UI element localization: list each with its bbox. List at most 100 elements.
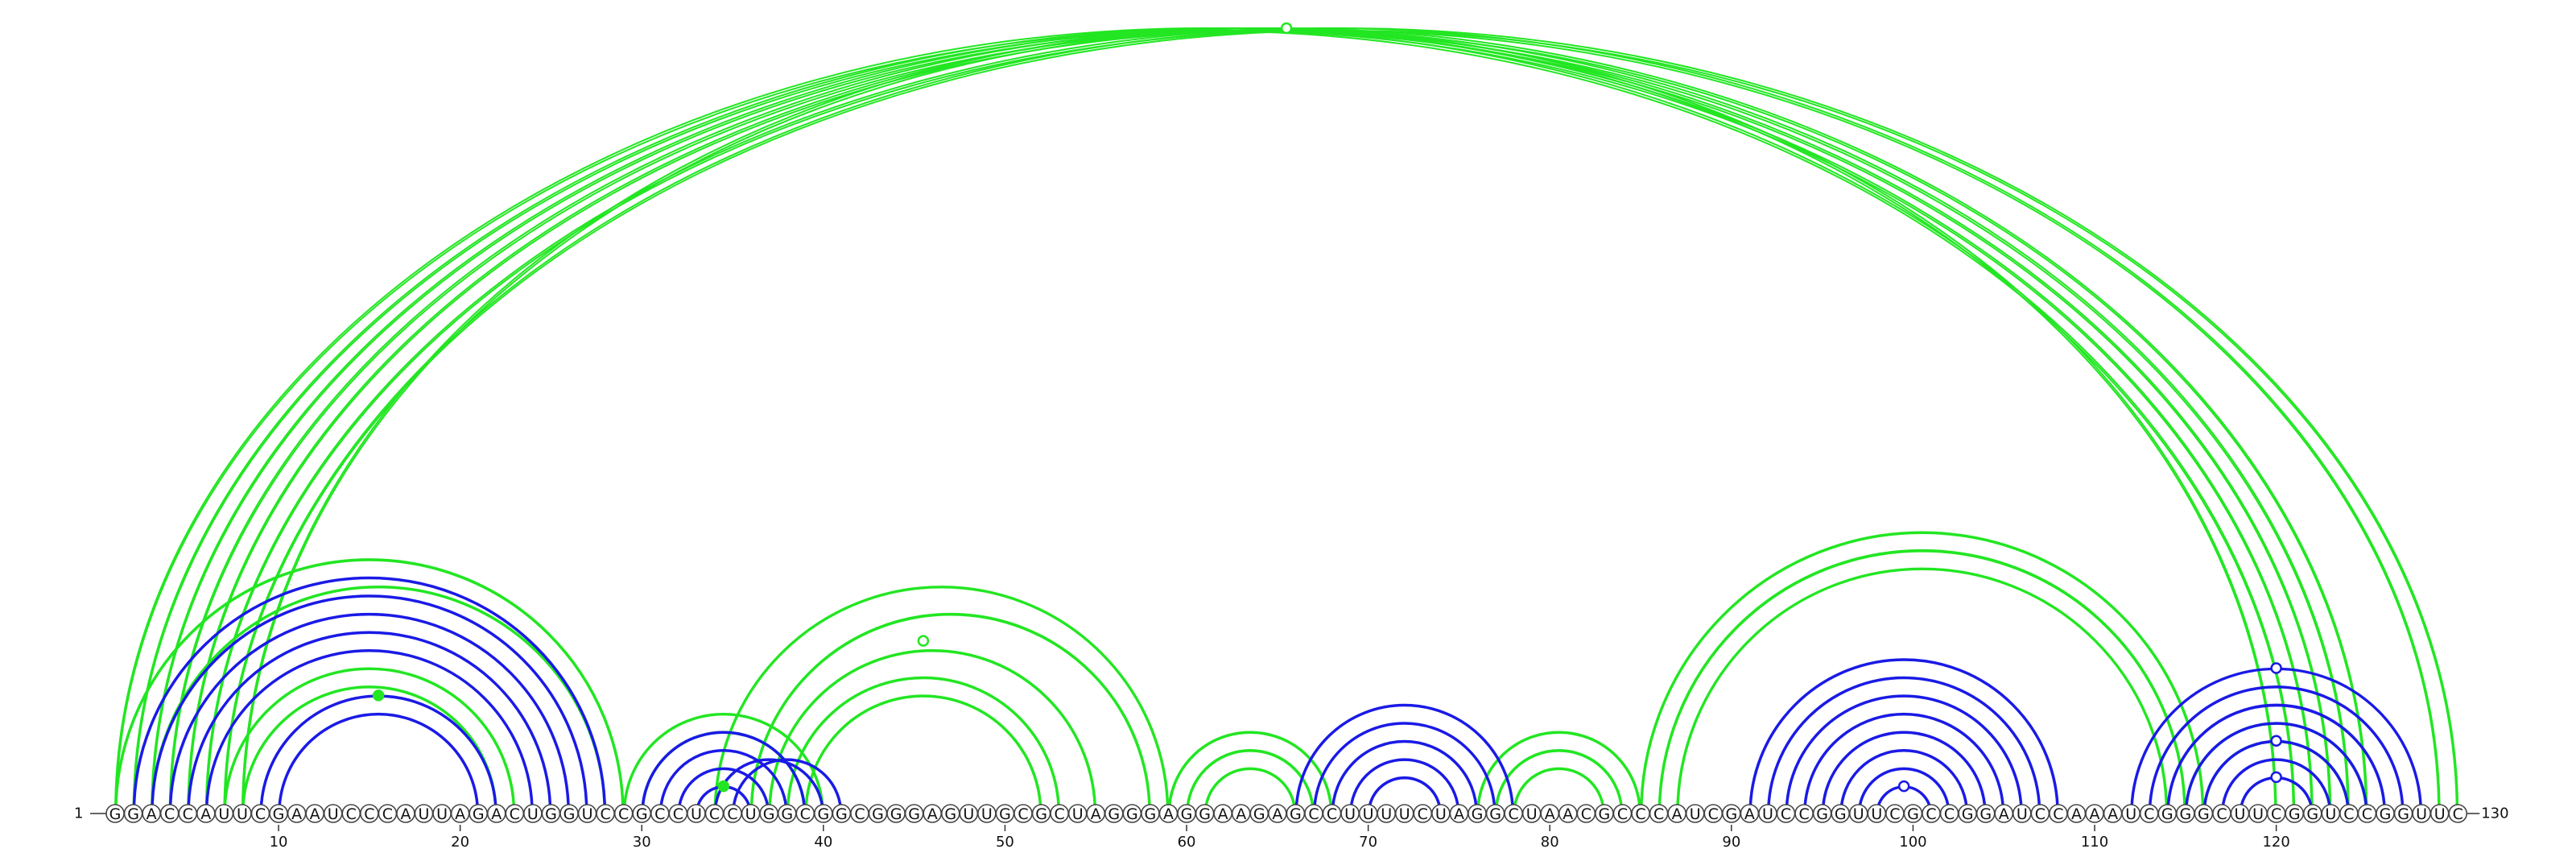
nucleotide-letter-110: A: [2090, 805, 2100, 823]
nucleotide-letter-97: U: [1853, 805, 1864, 823]
tick-label-40: 40: [814, 834, 832, 851]
nucleotide-letter-66: G: [1290, 805, 1302, 823]
nucleotide-letter-65: A: [1272, 805, 1282, 823]
nucleotide-letter-37: G: [763, 805, 775, 823]
green-arc-8-120: [241, 27, 2277, 814]
green-arc-29-40: [624, 714, 824, 814]
nucleotide-letter-126: G: [2380, 805, 2392, 823]
blue-arc-92-107: [1766, 676, 2041, 814]
green-arc-59-68: [1167, 731, 1333, 814]
nucleotide-letter-33: U: [691, 805, 702, 823]
nucleotide-letter-20: A: [455, 805, 465, 823]
green-arc-30-39: [642, 731, 805, 814]
nucleotide-letter-10: G: [273, 805, 285, 823]
green-arc-61-66: [1205, 768, 1295, 814]
green-arc-1-29: [114, 558, 625, 814]
green-arc-87-114: [1677, 568, 2167, 814]
blue-arc-70-74: [1368, 777, 1441, 814]
blue-arc-10-21: [279, 714, 478, 814]
nucleotide-letter-71: U: [1381, 805, 1392, 823]
blue-arc-30-39: [642, 731, 805, 814]
nucleotide-letter-80: A: [1545, 805, 1555, 823]
nucleotide-letter-91: A: [1744, 805, 1755, 823]
green-arc-4-124: [168, 27, 2350, 814]
nucleotide-letter-113: C: [2144, 805, 2154, 823]
blue-arc-113-127: [2149, 686, 2404, 814]
blue-arc-66-78: [1295, 705, 1513, 814]
green-arc-86-115: [1657, 549, 2186, 814]
green-arc-60-67: [1187, 750, 1314, 814]
nucleotide-letter-21: G: [473, 805, 485, 823]
green-arc-77-84: [1494, 749, 1624, 814]
nucleotide-letter-48: U: [963, 805, 974, 823]
nucleotide-letter-14: C: [346, 805, 357, 823]
nucleotide-letter-85: C: [1635, 805, 1645, 823]
nucleotide-letter-99: C: [1889, 805, 1900, 823]
blue-arc-6-24: [204, 648, 534, 814]
nucleotide-letter-44: G: [890, 805, 902, 823]
blue-arc-94-105: [1804, 714, 2004, 814]
nucleotide-letter-95: G: [1816, 805, 1828, 823]
nucleotide-letter-8: U: [237, 805, 248, 823]
blue-arc-97-102: [1857, 767, 1951, 814]
blue-arc-3-27: [151, 594, 588, 814]
nucleotide-letter-116: G: [2198, 805, 2210, 823]
blue-arc-2-28: [132, 576, 607, 814]
blue-arc-67-77: [1314, 722, 1496, 814]
arc-marker-98-101: [1897, 780, 1910, 793]
nucleotide-letter-111: A: [2107, 805, 2118, 823]
blue-arc-67-77: [1312, 722, 1496, 814]
nucleotide-letter-39: C: [800, 805, 811, 823]
blue-arc-70-74: [1367, 776, 1442, 814]
arc-marker-116-124: [2270, 735, 2282, 747]
nucleotide-letter-108: C: [2053, 805, 2063, 823]
green-arc-39-52: [805, 695, 1042, 814]
arc-marker-1-130: [1280, 22, 1293, 35]
green-arc-1-121: [114, 27, 2296, 814]
green-arc-2-122: [134, 30, 2313, 814]
tick-label-100: 100: [1899, 834, 1926, 851]
green-arc-59-68: [1168, 731, 1332, 814]
nucleotide-letter-36: U: [745, 805, 757, 823]
arc-marker-33-36: [717, 780, 730, 793]
green-arc-61-66: [1203, 767, 1297, 814]
green-arc-60-67: [1186, 749, 1315, 814]
blue-arc-96-103: [1840, 750, 1967, 814]
nucleotide-letter-114: G: [2161, 805, 2174, 823]
nucleotide-letter-43: G: [872, 805, 884, 823]
green-arc-78-83: [1513, 767, 1605, 814]
tick-label-10: 10: [270, 834, 288, 851]
blue-arc-68-76: [1331, 739, 1478, 814]
nucleotide-letter-47: G: [944, 805, 956, 823]
nucleotide-letter-32: C: [673, 805, 683, 823]
blue-arc-4-26: [168, 612, 570, 814]
blue-arc-117-123: [2222, 759, 2330, 814]
blue-arc-114-126: [2167, 705, 2385, 814]
nucleotide-letter-23: C: [510, 805, 520, 823]
blue-arc-96-103: [1839, 749, 1969, 814]
nucleotide-letter-100: G: [1907, 805, 1919, 823]
nucleotide-letter-72: U: [1399, 805, 1410, 823]
arc-marker-118-122: [2270, 771, 2282, 784]
nucleotide-letter-56: G: [1108, 805, 1120, 823]
green-arc-38-53: [787, 677, 1059, 814]
nucleotide-letter-5: C: [183, 805, 193, 823]
nucleotide-letter-105: A: [1999, 805, 2009, 823]
green-arc-7-23: [224, 669, 514, 814]
nucleotide-letter-93: C: [1781, 805, 1791, 823]
nucleotide-letter-61: G: [1199, 805, 1211, 823]
arc-marker-9-22: [372, 689, 385, 702]
tick-label-70: 70: [1359, 834, 1377, 851]
nucleotide-letter-118: U: [2235, 805, 2246, 823]
green-arc-2-122: [132, 27, 2314, 814]
nucleotide-letter-38: G: [781, 805, 793, 823]
green-arc-8-120: [242, 30, 2277, 814]
blue-arc-35-41: [732, 758, 843, 814]
tick-label-90: 90: [1722, 834, 1740, 851]
tick-label-110: 110: [2081, 834, 2108, 851]
nucleotide-letter-98: U: [1871, 805, 1882, 823]
nucleotide-letter-7: U: [218, 805, 229, 823]
sequence-end-label: 130: [2481, 805, 2508, 822]
nucleotide-letter-52: G: [1035, 805, 1047, 823]
blue-arc-115-125: [2186, 722, 2367, 814]
